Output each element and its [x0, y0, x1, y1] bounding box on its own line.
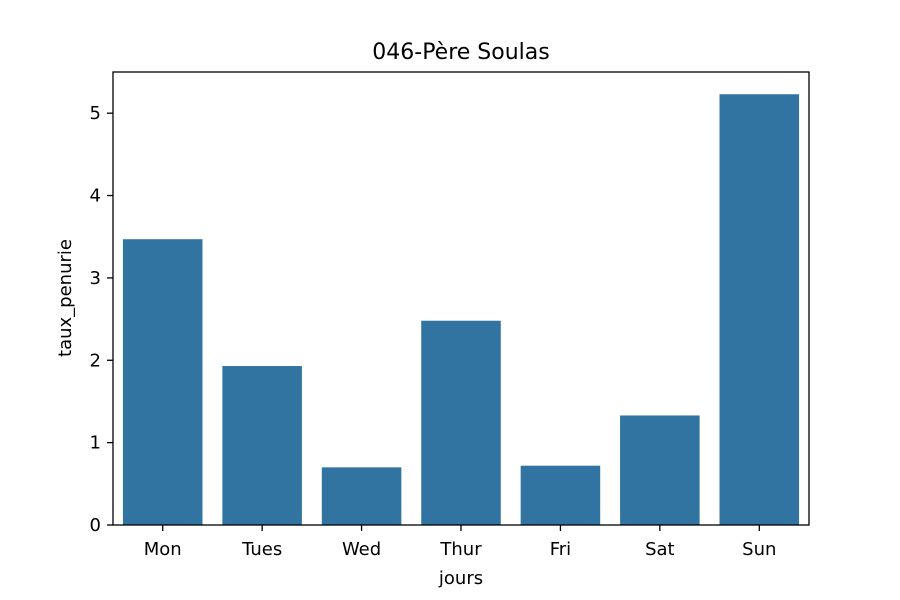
x-axis: Mon Tues Wed Thur Fri Sat Sun [144, 525, 776, 560]
plot-frame [112, 71, 810, 526]
bar-fri [520, 465, 601, 525]
y-tick-label-0: 0 [90, 515, 101, 536]
bar-mon [122, 239, 203, 525]
x-axis-label: jours [438, 568, 483, 589]
x-tick-label-thur: Thur [439, 539, 482, 560]
y-tick-label-1: 1 [90, 433, 101, 454]
y-axis: 0 1 2 3 4 5 [90, 103, 113, 536]
bar-wed [321, 467, 402, 525]
x-tick-label-wed: Wed [342, 539, 381, 560]
x-tick-label-tues: Tues [241, 539, 282, 560]
bar-thur [421, 320, 501, 525]
x-tick-label-fri: Fri [550, 539, 571, 560]
x-tick-label-sun: Sun [742, 539, 776, 560]
bars-group [122, 94, 800, 525]
bar-sun [719, 94, 800, 525]
x-tick-label-mon: Mon [144, 539, 182, 560]
bar-tues [222, 366, 302, 525]
bar-sat [620, 415, 700, 525]
y-tick-label-2: 2 [90, 350, 101, 371]
chart-title: 046-Père Soulas [372, 40, 549, 65]
x-tick-label-sat: Sat [645, 539, 675, 560]
y-tick-label-3: 3 [90, 268, 101, 289]
y-axis-label: taux_penurie [55, 239, 76, 357]
y-tick-label-4: 4 [90, 186, 101, 207]
y-tick-label-5: 5 [90, 103, 101, 124]
